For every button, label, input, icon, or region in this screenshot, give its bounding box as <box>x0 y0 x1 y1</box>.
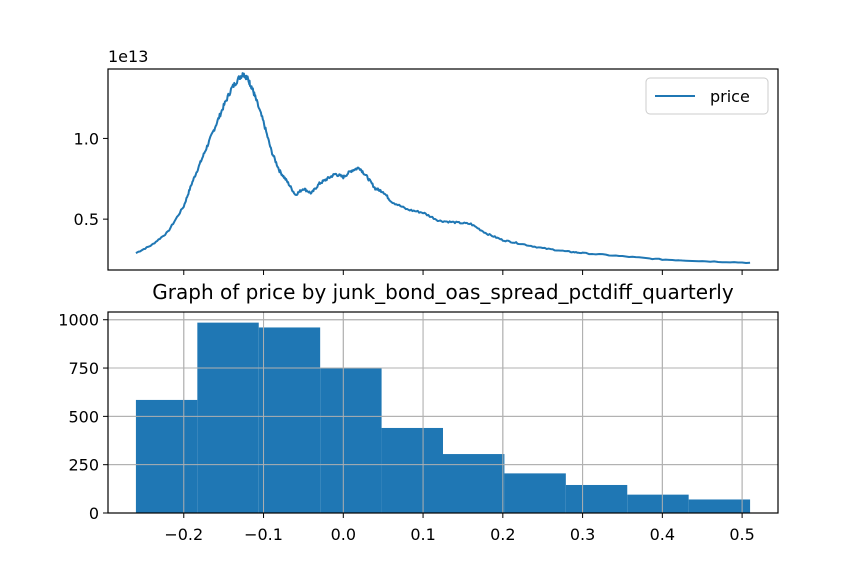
x-ticks: −0.2 −0.1 0.0 0.1 0.2 0.3 0.4 0.5 <box>164 513 755 544</box>
histogram-bar <box>381 427 443 513</box>
histogram-chart: Graph of price by junk_bond_oas_spread_p… <box>58 280 779 544</box>
y-tick-label: 500 <box>68 407 99 426</box>
y-tick-label: 0 <box>89 504 99 523</box>
x-tick-label: 0.1 <box>410 525 435 544</box>
y-tick-label: 1.0 <box>74 129 99 148</box>
legend-label-price: price <box>710 87 750 106</box>
chart-title: Graph of price by junk_bond_oas_spread_p… <box>152 280 734 304</box>
histogram-bar <box>565 484 628 513</box>
price-series-group <box>135 72 751 264</box>
y-tick-label: 750 <box>68 359 99 378</box>
x-tick-label: 0.2 <box>490 525 515 544</box>
x-tick-label: 0.3 <box>570 525 595 544</box>
y-tick-label: 0.5 <box>74 210 99 229</box>
histogram-bar <box>197 322 259 513</box>
legend: price <box>645 77 769 115</box>
y-offset-label: 1e13 <box>108 47 148 66</box>
price-line <box>135 72 751 264</box>
x-tick-label: −0.1 <box>244 525 283 544</box>
histogram-bar <box>258 327 321 513</box>
x-ticks <box>183 270 743 275</box>
plot-frame <box>107 311 779 514</box>
x-tick-label: 0.5 <box>729 525 754 544</box>
histogram-bar <box>504 473 566 513</box>
line-chart: 1e13 0.5 1.0 price <box>74 47 779 275</box>
x-tick-label: 0.0 <box>331 525 356 544</box>
histogram-bar <box>443 454 505 513</box>
histogram-bar <box>320 368 382 513</box>
y-ticks: 0.5 1.0 <box>74 129 108 229</box>
histogram-bar <box>135 399 198 513</box>
x-tick-label: −0.2 <box>164 525 203 544</box>
histogram-bar <box>627 494 689 513</box>
y-ticks: 0 250 500 750 1000 <box>58 311 108 523</box>
y-tick-label: 1000 <box>58 311 99 330</box>
histogram-bar <box>688 499 751 513</box>
y-tick-label: 250 <box>68 456 99 475</box>
histogram-bars <box>108 312 778 514</box>
x-tick-label: 0.4 <box>650 525 675 544</box>
plot-frame <box>107 68 779 271</box>
legend-box <box>645 77 769 115</box>
